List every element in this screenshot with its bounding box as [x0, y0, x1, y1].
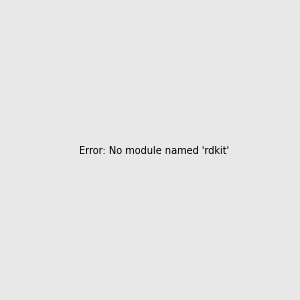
Text: Error: No module named 'rdkit': Error: No module named 'rdkit' [79, 146, 229, 157]
